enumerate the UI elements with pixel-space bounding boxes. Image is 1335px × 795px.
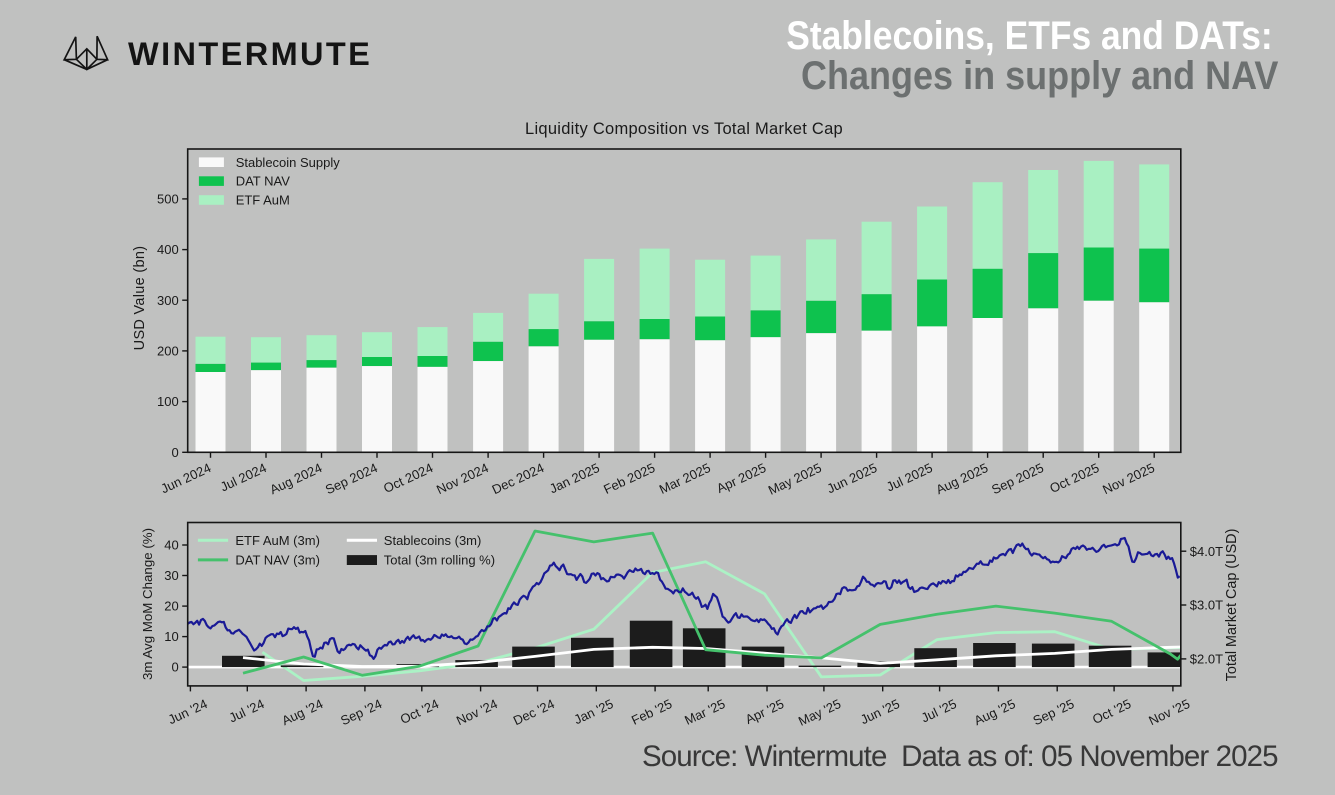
svg-text:May 2025: May 2025 bbox=[766, 460, 824, 498]
svg-text:$3.0T: $3.0T bbox=[1190, 598, 1223, 613]
svg-text:Sep 2025: Sep 2025 bbox=[989, 460, 1046, 497]
svg-text:Aug 2025: Aug 2025 bbox=[934, 460, 991, 497]
svg-text:Dec 2024: Dec 2024 bbox=[490, 460, 547, 497]
svg-text:Apr 2025: Apr 2025 bbox=[714, 460, 768, 496]
svg-text:Jul 2024: Jul 2024 bbox=[218, 460, 269, 494]
svg-text:Dec '24: Dec '24 bbox=[511, 696, 557, 728]
svg-text:Sep '25: Sep '25 bbox=[1031, 696, 1077, 728]
svg-text:Total Market Cap (USD): Total Market Cap (USD) bbox=[1224, 529, 1240, 682]
svg-text:10: 10 bbox=[164, 629, 178, 644]
svg-text:20: 20 bbox=[164, 599, 178, 614]
svg-text:Jun '24: Jun '24 bbox=[166, 696, 210, 727]
svg-text:$2.0T: $2.0T bbox=[1190, 652, 1223, 667]
svg-text:Stablecoins (3m): Stablecoins (3m) bbox=[384, 533, 482, 548]
svg-text:0: 0 bbox=[171, 660, 178, 675]
svg-text:Oct '24: Oct '24 bbox=[398, 696, 441, 727]
svg-text:Liquidity Composition vs Total: Liquidity Composition vs Total Market Ca… bbox=[525, 120, 843, 138]
svg-text:Sep '24: Sep '24 bbox=[338, 696, 384, 728]
svg-text:Oct 2025: Oct 2025 bbox=[1047, 460, 1101, 496]
svg-text:0: 0 bbox=[171, 445, 178, 460]
svg-text:Apr '25: Apr '25 bbox=[743, 696, 786, 727]
svg-text:Stablecoin Supply: Stablecoin Supply bbox=[236, 155, 341, 170]
svg-text:Jun '25: Jun '25 bbox=[858, 696, 902, 727]
svg-text:3m Avg MoM Change (%): 3m Avg MoM Change (%) bbox=[140, 528, 155, 680]
svg-text:Nov 2024: Nov 2024 bbox=[434, 460, 491, 497]
svg-text:100: 100 bbox=[157, 394, 179, 409]
svg-text:Mar 2025: Mar 2025 bbox=[657, 460, 713, 497]
svg-text:Nov 2025: Nov 2025 bbox=[1100, 460, 1157, 497]
svg-text:ETF AuM (3m): ETF AuM (3m) bbox=[235, 533, 320, 548]
svg-text:Oct '25: Oct '25 bbox=[1090, 696, 1133, 727]
svg-text:Sep 2024: Sep 2024 bbox=[323, 460, 380, 497]
svg-text:Nov '25: Nov '25 bbox=[1146, 696, 1192, 728]
svg-text:Jul '24: Jul '24 bbox=[227, 696, 267, 725]
svg-text:Feb '25: Feb '25 bbox=[629, 696, 674, 728]
svg-text:Jan '25: Jan '25 bbox=[572, 696, 616, 727]
svg-text:DAT NAV (3m): DAT NAV (3m) bbox=[235, 553, 320, 568]
svg-text:300: 300 bbox=[157, 293, 179, 308]
svg-text:Oct 2024: Oct 2024 bbox=[381, 460, 435, 496]
svg-text:$4.0T: $4.0T bbox=[1190, 544, 1223, 559]
svg-text:Mar '25: Mar '25 bbox=[682, 696, 727, 728]
svg-text:500: 500 bbox=[157, 192, 179, 207]
svg-text:DAT NAV: DAT NAV bbox=[236, 174, 291, 189]
svg-text:Feb 2025: Feb 2025 bbox=[601, 460, 657, 497]
svg-text:400: 400 bbox=[157, 242, 179, 257]
svg-text:May '25: May '25 bbox=[796, 696, 843, 729]
svg-text:Aug '25: Aug '25 bbox=[972, 696, 1018, 728]
svg-text:Jun 2025: Jun 2025 bbox=[825, 460, 880, 496]
svg-text:ETF AuM: ETF AuM bbox=[236, 193, 290, 208]
svg-text:Nov '24: Nov '24 bbox=[454, 696, 500, 728]
svg-text:Jul 2025: Jul 2025 bbox=[884, 460, 935, 494]
svg-text:40: 40 bbox=[164, 538, 178, 553]
svg-text:Jul '25: Jul '25 bbox=[919, 696, 959, 725]
svg-text:Jun 2024: Jun 2024 bbox=[158, 460, 213, 496]
svg-text:Aug '24: Aug '24 bbox=[279, 696, 325, 728]
svg-text:200: 200 bbox=[157, 344, 179, 359]
svg-text:Jan 2025: Jan 2025 bbox=[547, 460, 602, 496]
svg-text:USD Value (bn): USD Value (bn) bbox=[132, 246, 148, 351]
svg-text:30: 30 bbox=[164, 568, 178, 583]
svg-text:Total (3m rolling %): Total (3m rolling %) bbox=[384, 553, 495, 568]
svg-text:Aug 2024: Aug 2024 bbox=[267, 460, 324, 497]
